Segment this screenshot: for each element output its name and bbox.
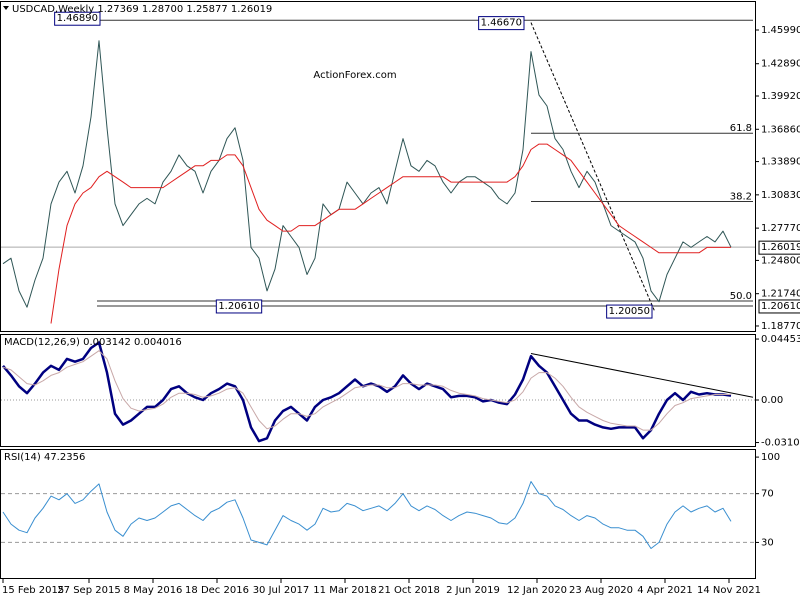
- y-tick-label: 1.21740: [761, 289, 800, 300]
- fib-label: 50.0: [730, 291, 752, 302]
- series-line: [2, 481, 732, 549]
- y-tick-label: 0.044534: [761, 334, 800, 345]
- price-panel-frame: [0, 1, 756, 332]
- y-tick-label: 1.39920: [761, 91, 800, 102]
- y-tick-label: 0.00: [761, 395, 783, 406]
- y-tick-label: 1.42890: [761, 59, 800, 70]
- x-tick-label: 14 Nov 2021: [697, 585, 761, 596]
- watermark: ActionForex.com: [313, 70, 396, 81]
- title-icon: [3, 6, 9, 10]
- level-label-text: 1.46890: [57, 13, 98, 24]
- fib-label: 38.2: [730, 191, 752, 202]
- x-tick-label: 12 Jan 2020: [507, 585, 567, 596]
- y-tick-label: 1.45990: [761, 25, 800, 36]
- price-tag-text: 1.26019: [761, 242, 800, 253]
- x-tick-label: 15 Feb 2015: [2, 585, 64, 596]
- x-tick-label: 27 Sep 2015: [57, 585, 120, 596]
- panel-title: MACD(12,26,9) 0.003142 0.004016: [4, 337, 182, 348]
- level-label: 1.46670: [478, 16, 525, 31]
- level-label-box: [606, 304, 653, 319]
- macd-panel-frame: [0, 334, 756, 447]
- y-tick-label: 1.27770: [761, 223, 800, 234]
- series-line: [2, 40, 732, 308]
- price-tag-box: [758, 299, 800, 314]
- panel-title: USDCAD,Weekly 1.27369 1.28700 1.25877 1.…: [12, 4, 272, 15]
- y-tick-label: 1.33890: [761, 157, 800, 168]
- y-tick-label: 1.18770: [761, 321, 800, 332]
- x-tick-label: 8 May 2016: [124, 585, 183, 596]
- y-tick-label: 1.30830: [761, 190, 800, 201]
- level-label-text: 1.20050: [609, 306, 650, 317]
- level-label-box: [478, 16, 525, 31]
- y-tick-label: 1.24800: [761, 255, 800, 266]
- series-line: [50, 143, 731, 324]
- level-label-box: [54, 11, 101, 26]
- level-label: 1.46890: [54, 11, 101, 26]
- x-tick-label: 23 Aug 2020: [569, 585, 633, 596]
- trend-line: [530, 22, 656, 313]
- y-tick-label: 1.36860: [761, 124, 800, 135]
- series-line: [2, 350, 731, 431]
- x-tick-label: 4 Apr 2021: [637, 585, 692, 596]
- level-label: 1.20050: [606, 304, 653, 319]
- price-tag: 1.26019: [758, 240, 800, 255]
- x-tick-label: 18 Dec 2016: [185, 585, 249, 596]
- level-label: 1.20610: [215, 299, 263, 314]
- rsi-panel-frame: [0, 449, 756, 579]
- level-label-text: 1.20610: [218, 301, 259, 312]
- y-tick-label: -0.031072: [761, 438, 800, 449]
- x-tick-label: 21 Oct 2018: [378, 585, 440, 596]
- panel-title: RSI(14) 47.2356: [4, 452, 85, 463]
- level-label-text: 1.46670: [481, 18, 522, 29]
- price-tag: 1.20610: [758, 299, 800, 314]
- level-label-box: [215, 299, 263, 314]
- y-tick-label: 30: [761, 537, 774, 548]
- trend-line: [530, 352, 754, 398]
- x-tick-label: 11 Mar 2018: [313, 585, 376, 596]
- price-tag-text: 1.20610: [761, 301, 800, 312]
- fib-label: 61.8: [730, 123, 752, 134]
- y-tick-label: 100: [761, 452, 780, 463]
- x-tick-label: 2 Jun 2019: [446, 585, 500, 596]
- series-line: [2, 341, 732, 443]
- y-tick-label: 70: [761, 489, 774, 500]
- price-tag-box: [758, 240, 800, 255]
- x-tick-label: 30 Jul 2017: [253, 585, 310, 596]
